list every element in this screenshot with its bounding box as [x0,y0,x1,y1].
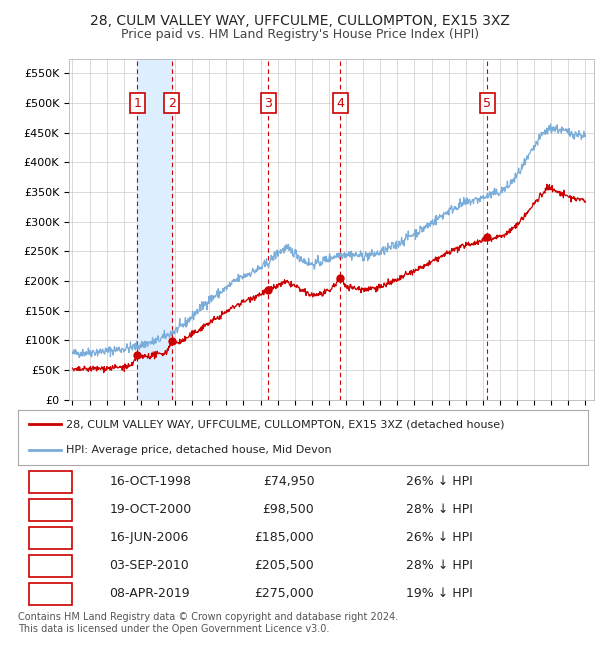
Text: HPI: Average price, detached house, Mid Devon: HPI: Average price, detached house, Mid … [67,445,332,455]
Text: 16-JUN-2006: 16-JUN-2006 [109,532,188,544]
Text: 5: 5 [484,96,491,109]
FancyBboxPatch shape [29,582,72,605]
Bar [137,58,172,400]
Text: 4: 4 [47,559,55,573]
Text: £205,500: £205,500 [254,559,314,573]
Text: 08-APR-2019: 08-APR-2019 [109,588,190,601]
Text: 26% ↓ HPI: 26% ↓ HPI [406,475,472,489]
Text: £275,000: £275,000 [254,588,314,601]
Text: 19-OCT-2000: 19-OCT-2000 [109,503,191,516]
Text: 28% ↓ HPI: 28% ↓ HPI [406,503,472,516]
Text: £185,000: £185,000 [254,532,314,544]
Text: 2: 2 [47,503,55,516]
Text: 1: 1 [133,96,141,109]
FancyBboxPatch shape [29,499,72,521]
Text: 3: 3 [265,96,272,109]
Text: Price paid vs. HM Land Registry's House Price Index (HPI): Price paid vs. HM Land Registry's House … [121,28,479,41]
FancyBboxPatch shape [29,526,72,549]
Text: 28, CULM VALLEY WAY, UFFCULME, CULLOMPTON, EX15 3XZ (detached house): 28, CULM VALLEY WAY, UFFCULME, CULLOMPTO… [67,419,505,430]
Text: £74,950: £74,950 [263,475,314,489]
Text: 16-OCT-1998: 16-OCT-1998 [109,475,191,489]
Text: 03-SEP-2010: 03-SEP-2010 [109,559,189,573]
Text: 5: 5 [46,588,55,601]
Text: £98,500: £98,500 [263,503,314,516]
Text: Contains HM Land Registry data © Crown copyright and database right 2024.
This d: Contains HM Land Registry data © Crown c… [18,612,398,634]
Text: 19% ↓ HPI: 19% ↓ HPI [406,588,472,601]
FancyBboxPatch shape [29,471,72,493]
FancyBboxPatch shape [29,554,72,577]
Text: 1: 1 [47,475,55,489]
Text: 28% ↓ HPI: 28% ↓ HPI [406,559,472,573]
Text: 4: 4 [337,96,344,109]
Text: 26% ↓ HPI: 26% ↓ HPI [406,532,472,544]
Text: 28, CULM VALLEY WAY, UFFCULME, CULLOMPTON, EX15 3XZ: 28, CULM VALLEY WAY, UFFCULME, CULLOMPTO… [90,14,510,29]
Text: 2: 2 [167,96,176,109]
Text: 3: 3 [47,532,55,544]
